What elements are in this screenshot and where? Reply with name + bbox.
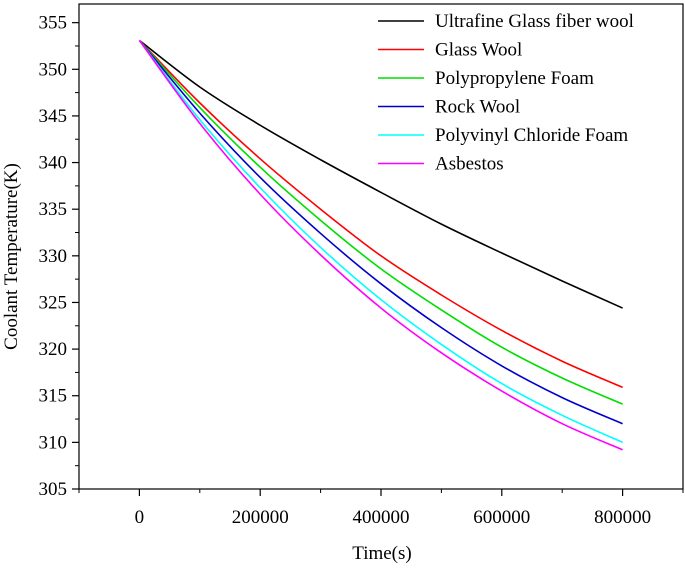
y-tick-label: 340 — [39, 153, 68, 174]
x-tick-label: 400000 — [353, 507, 410, 528]
legend-label: Polyvinyl Chloride Foam — [435, 125, 628, 146]
series-line-polyvinyl-chloride-foam — [138, 39, 623, 444]
series-line-glass-wool — [138, 39, 623, 389]
y-tick-label: 325 — [39, 292, 68, 313]
series-line-asbestos — [138, 39, 623, 451]
legend-label: Polypropylene Foam — [435, 68, 594, 89]
y-axis-label: Coolant Temperature(K) — [1, 163, 22, 350]
y-tick-label: 320 — [39, 339, 68, 360]
y-tick-label: 350 — [39, 59, 68, 80]
series-line-rock-wool — [138, 39, 623, 425]
series-line-polypropylene-foam — [138, 39, 623, 405]
y-tick-label: 335 — [39, 199, 68, 220]
y-tick-label: 310 — [39, 432, 68, 453]
x-tick-label: 0 — [135, 507, 145, 528]
x-tick-label: 800000 — [594, 507, 651, 528]
x-axis-label: Time(s) — [352, 543, 411, 564]
x-tick-label: 200000 — [232, 507, 289, 528]
x-tick-label: 600000 — [473, 507, 530, 528]
legend: Ultrafine Glass fiber wool Glass Wool Poly… — [378, 11, 634, 175]
y-tick-label: 305 — [39, 479, 68, 500]
legend-label: Asbestos — [435, 154, 504, 175]
legend-label: Glass Wool — [435, 40, 522, 61]
series-line-ultrafine-glass-fiber-wool — [138, 39, 623, 309]
legend-label: Ultrafine Glass fiber wool — [435, 11, 634, 32]
y-tick-label: 345 — [39, 106, 68, 127]
legend-label: Rock Wool — [435, 97, 520, 118]
y-tick-label: 315 — [39, 386, 68, 407]
y-tick-label: 330 — [39, 246, 68, 267]
y-tick-label: 355 — [39, 13, 68, 34]
